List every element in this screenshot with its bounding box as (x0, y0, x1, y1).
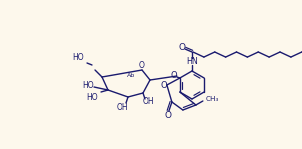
Text: OH: OH (142, 97, 154, 107)
Text: HO: HO (86, 93, 98, 101)
Text: HO: HO (72, 53, 84, 62)
Text: O: O (139, 62, 145, 70)
Text: HN: HN (186, 58, 198, 66)
Text: CH₃: CH₃ (206, 96, 219, 102)
Text: O: O (178, 42, 185, 52)
Text: O: O (161, 80, 167, 90)
Text: HO: HO (82, 80, 94, 90)
Text: O: O (171, 72, 177, 80)
Text: OH: OH (116, 104, 128, 112)
Text: O: O (164, 111, 171, 119)
Text: Ab: Ab (127, 73, 136, 78)
